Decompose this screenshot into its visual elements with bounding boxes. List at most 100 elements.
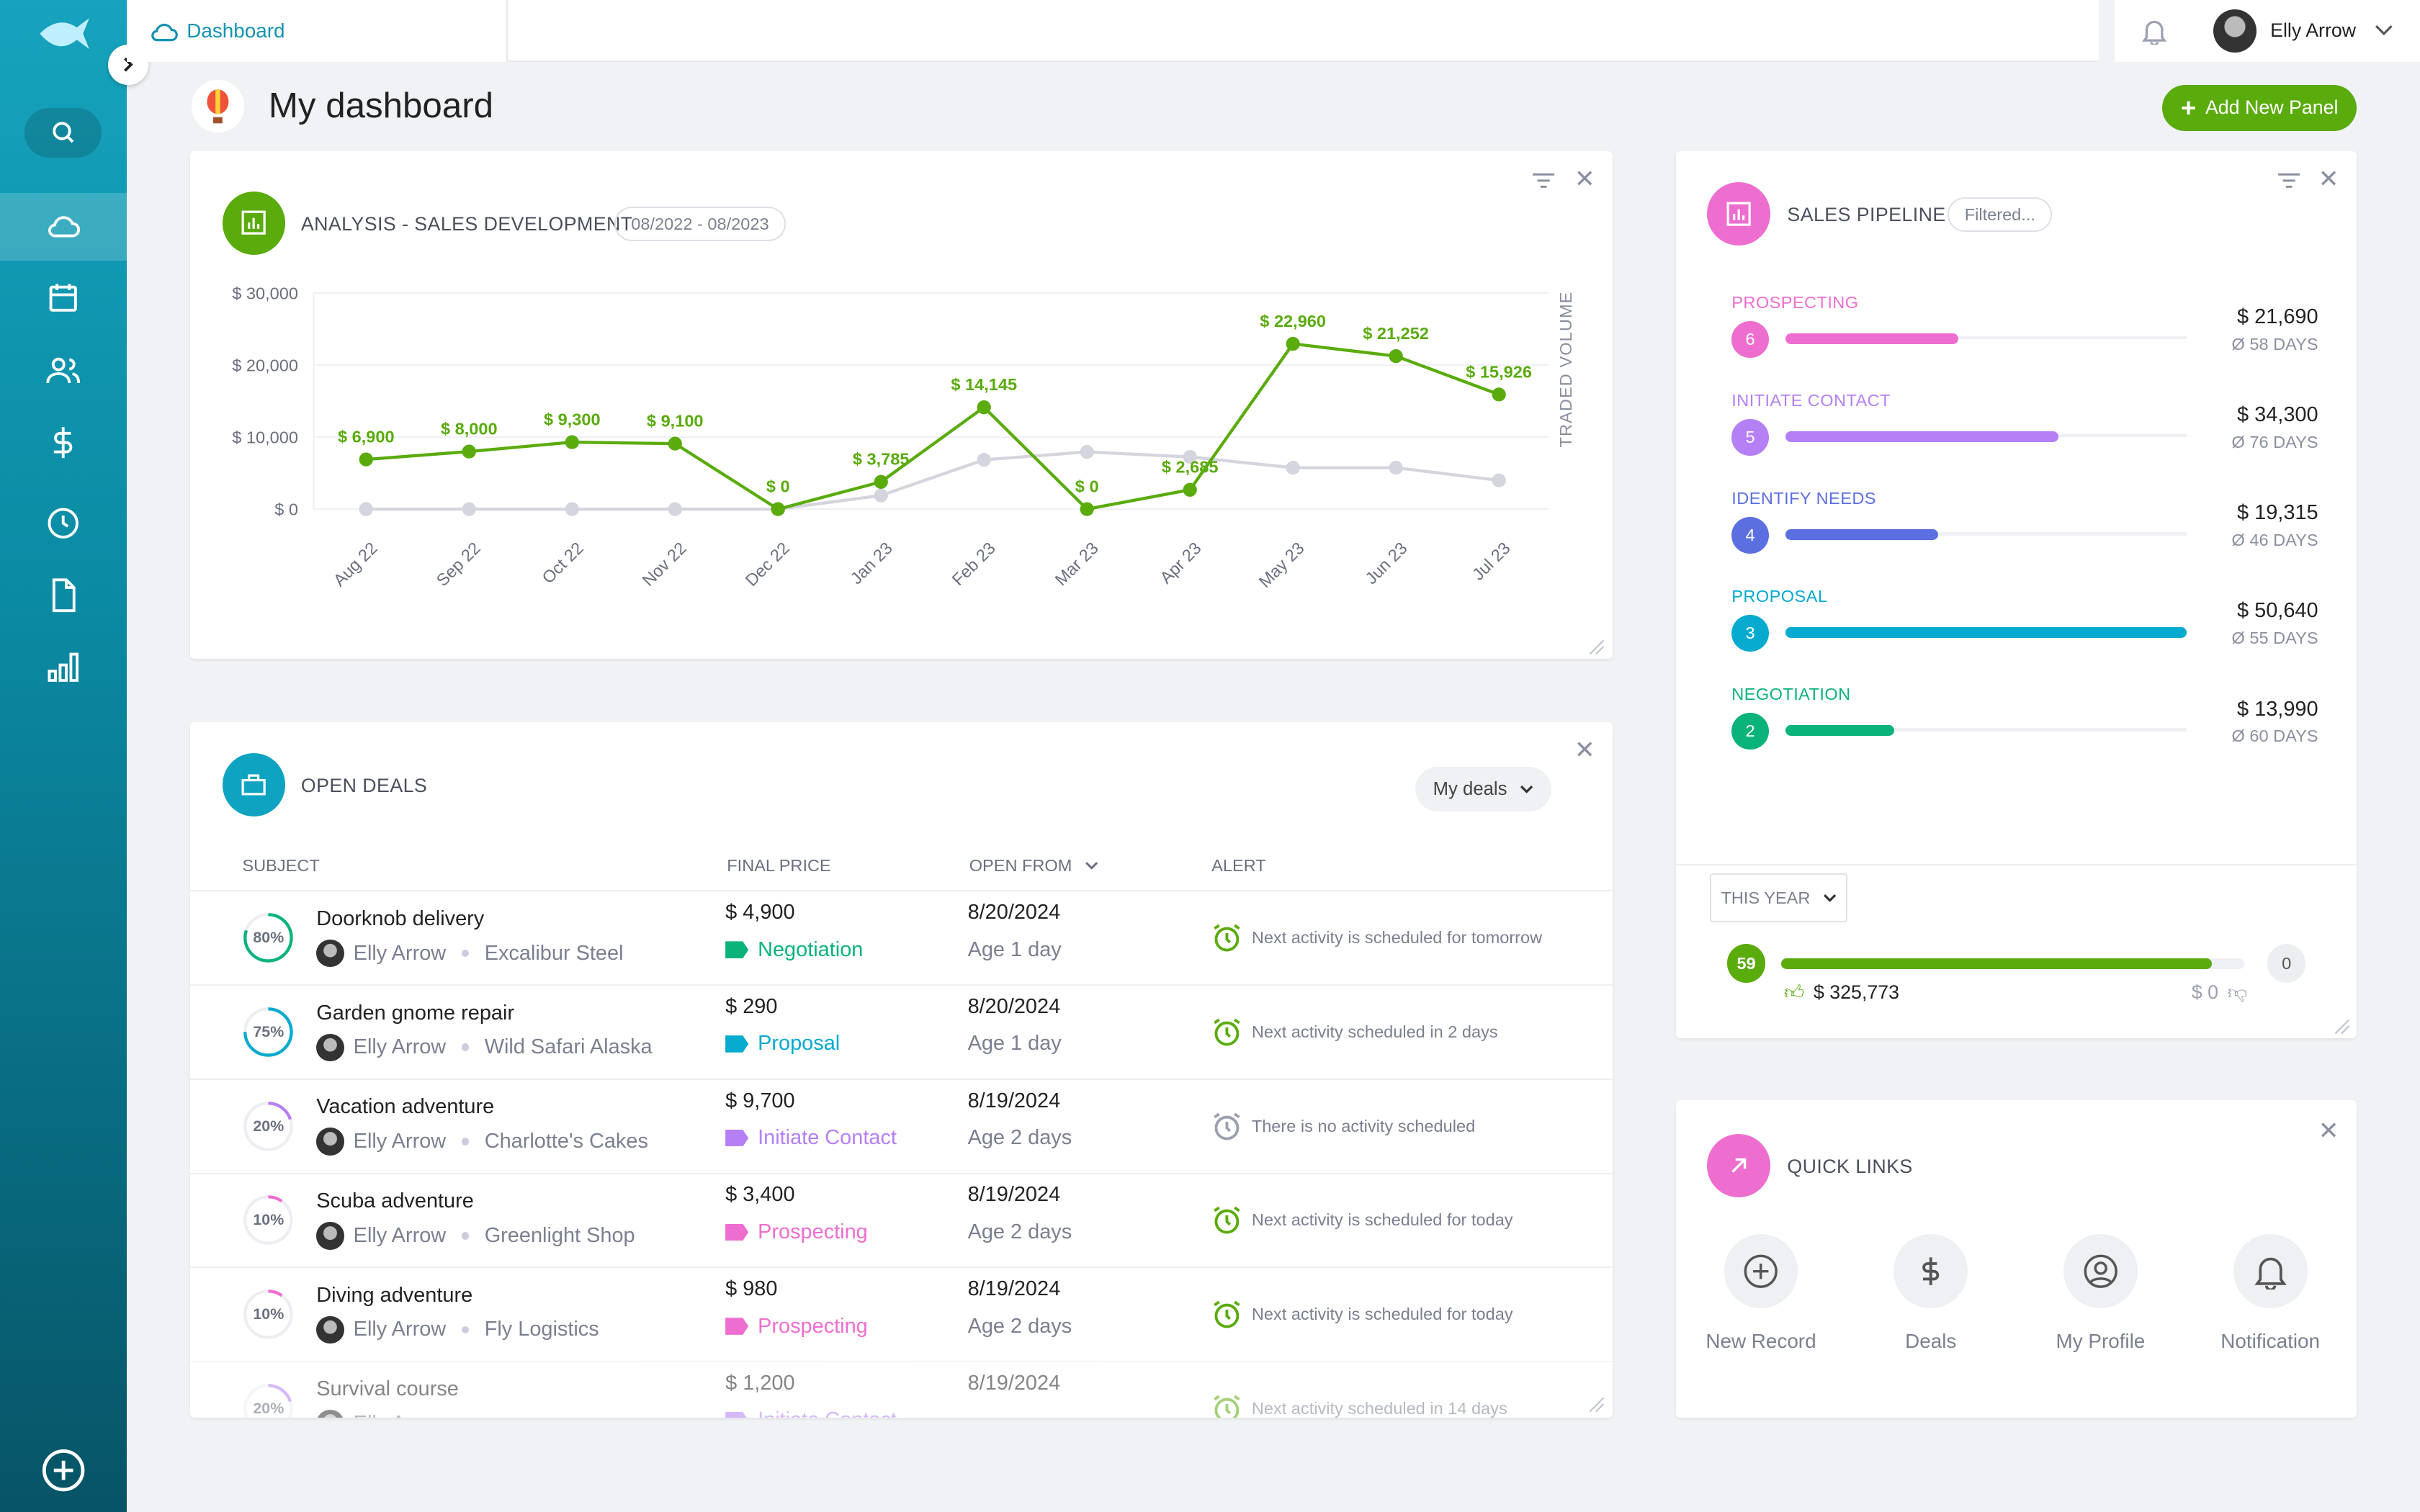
stage-label: Initiate Contact <box>758 1126 897 1150</box>
data-point[interactable] <box>359 452 373 467</box>
deal-subject[interactable]: Diving adventure <box>316 1283 473 1307</box>
clock-icon <box>48 508 79 539</box>
pipeline-stage[interactable]: PROSPECTING 6 $ 21,690 Ø 58 DAYS <box>1731 293 2318 359</box>
data-point[interactable] <box>1183 482 1197 497</box>
x-tick-label: Jun 23 <box>1361 539 1410 588</box>
sidebar-item-documents[interactable] <box>0 562 127 629</box>
deal-owner: Elly Arrow <box>353 1318 447 1341</box>
data-point[interactable] <box>565 502 579 516</box>
table-row[interactable]: 75% Garden gnome repair Elly Arrow Wild S… <box>189 984 1613 1079</box>
x-tick-label: Oct 22 <box>538 539 586 587</box>
data-point[interactable] <box>1183 450 1197 464</box>
sidebar-item-calendar[interactable] <box>0 264 127 331</box>
table-row[interactable]: 20% Survival course Elly Arrow $ 1,200 I… <box>189 1360 1613 1418</box>
breadcrumb-dashboard[interactable]: Dashboard <box>187 19 285 42</box>
avatar <box>316 1410 344 1418</box>
close-icon[interactable]: ✕ <box>1574 166 1595 194</box>
chevron-down-icon[interactable] <box>2375 24 2393 37</box>
data-point[interactable] <box>668 502 682 516</box>
data-point[interactable] <box>359 502 373 516</box>
alert-text: Next activity scheduled in 2 days <box>1251 1022 1498 1041</box>
column-header-final-price[interactable]: FINAL PRICE <box>727 856 831 876</box>
table-row[interactable]: 10% Scuba adventure Elly Arrow Greenlight… <box>189 1172 1613 1267</box>
user-name[interactable]: Elly Arrow <box>2270 19 2357 42</box>
data-point[interactable] <box>1286 461 1300 475</box>
avatar[interactable] <box>2213 9 2257 53</box>
column-header-subject[interactable]: SUBJECT <box>242 856 320 876</box>
data-point[interactable] <box>1389 461 1403 475</box>
stage-label: Proposal <box>758 1032 841 1056</box>
data-point[interactable] <box>668 436 682 451</box>
quick-link-my-profile[interactable]: My Profile <box>2031 1234 2170 1353</box>
quick-link-new-record[interactable]: New Record <box>1692 1234 1831 1353</box>
period-dropdown[interactable]: THIS YEAR <box>1710 873 1847 923</box>
sidebar-item-contacts[interactable] <box>0 336 127 404</box>
separator-dot <box>461 1326 470 1334</box>
quick-link-notification[interactable]: Notification <box>2201 1234 2340 1353</box>
data-point[interactable] <box>1492 387 1506 402</box>
bell-icon[interactable] <box>2142 17 2167 45</box>
data-point[interactable] <box>1080 445 1094 459</box>
data-point[interactable] <box>874 474 888 489</box>
deal-subject[interactable]: Doorknob delivery <box>316 906 485 930</box>
top-search-bar[interactable] <box>506 0 2099 62</box>
stage-count-badge: 6 <box>1731 320 1769 359</box>
probability-ring: 20% <box>242 1100 295 1153</box>
pipeline-stage[interactable]: NEGOTIATION 2 $ 13,990 Ø 60 DAYS <box>1731 685 2318 750</box>
data-point[interactable] <box>462 502 476 516</box>
close-icon[interactable]: ✕ <box>1574 737 1595 765</box>
stage-avg-days: Ø 58 DAYS <box>2231 334 2318 354</box>
data-point[interactable] <box>977 400 991 415</box>
dollar-icon <box>1922 1257 1940 1285</box>
pipeline-stage[interactable]: IDENTIFY NEEDS 4 $ 19,315 Ø 46 DAYS <box>1731 489 2318 554</box>
sidebar-item-sales[interactable] <box>0 409 127 477</box>
close-icon[interactable]: ✕ <box>2318 1117 2339 1146</box>
data-point[interactable] <box>977 453 991 467</box>
filter-icon[interactable] <box>1531 171 1556 190</box>
stage-label: Initiate Contact <box>758 1408 897 1418</box>
column-header-open-from[interactable]: OPEN FROM <box>969 856 1098 876</box>
deal-subject[interactable]: Vacation adventure <box>316 1095 495 1119</box>
avatar <box>316 1128 344 1156</box>
sidebar-item-activities[interactable] <box>0 489 127 557</box>
stage-avg-days: Ø 46 DAYS <box>2231 531 2318 550</box>
deal-subject[interactable]: Survival course <box>316 1377 459 1401</box>
table-row[interactable]: 10% Diving adventure Elly Arrow Fly Logis… <box>189 1266 1613 1361</box>
quick-link-label: Deals <box>1905 1330 1957 1353</box>
data-point[interactable] <box>565 435 579 449</box>
close-icon[interactable]: ✕ <box>2318 166 2339 194</box>
deal-age: Age 1 day <box>967 1032 1062 1056</box>
table-row[interactable]: 80% Doorknob delivery Elly Arrow Excalibu… <box>189 890 1613 984</box>
resize-handle-icon[interactable] <box>2332 1017 2351 1035</box>
add-button[interactable] <box>0 1436 127 1504</box>
add-new-panel-button[interactable]: + Add New Panel <box>2162 84 2357 132</box>
filtered-pill[interactable]: Filtered... <box>1948 197 2053 233</box>
resize-handle-icon[interactable] <box>1587 1395 1605 1413</box>
data-point[interactable] <box>1389 348 1403 364</box>
pipeline-stage[interactable]: PROPOSAL 3 $ 50,640 Ø 55 DAYS <box>1731 587 2318 652</box>
data-point[interactable] <box>1492 473 1506 487</box>
column-header-alert[interactable]: ALERT <box>1211 856 1266 876</box>
search-button[interactable] <box>24 108 102 158</box>
table-row[interactable]: 20% Vacation adventure Elly Arrow Charlot… <box>189 1078 1613 1173</box>
column-label: OPEN FROM <box>969 856 1072 876</box>
data-point[interactable] <box>462 444 476 459</box>
pipeline-stage[interactable]: INITIATE CONTACT 5 $ 34,300 Ø 76 DAYS <box>1731 391 2318 456</box>
x-tick-label: Dec 22 <box>741 539 792 590</box>
data-point[interactable] <box>1286 336 1300 351</box>
sidebar-item-reports[interactable] <box>0 633 127 701</box>
quick-link-deals[interactable]: Deals <box>1861 1234 2000 1353</box>
deal-subject[interactable]: Scuba adventure <box>316 1189 474 1212</box>
my-deals-dropdown[interactable]: My deals <box>1415 766 1551 812</box>
alarm-clock-icon <box>1214 1112 1240 1140</box>
date-range-pill[interactable]: 08/2022 - 08/2023 <box>614 207 786 242</box>
data-point[interactable] <box>771 502 785 516</box>
filter-icon[interactable] <box>2277 171 2301 190</box>
data-point[interactable] <box>874 488 888 503</box>
data-label: $ 8,000 <box>441 420 498 438</box>
bar-chart-icon <box>48 652 79 682</box>
data-point[interactable] <box>1080 502 1094 516</box>
deal-subject[interactable]: Garden gnome repair <box>316 1001 515 1025</box>
sidebar-item-dashboard[interactable] <box>0 192 127 261</box>
resize-handle-icon[interactable] <box>1587 637 1605 656</box>
